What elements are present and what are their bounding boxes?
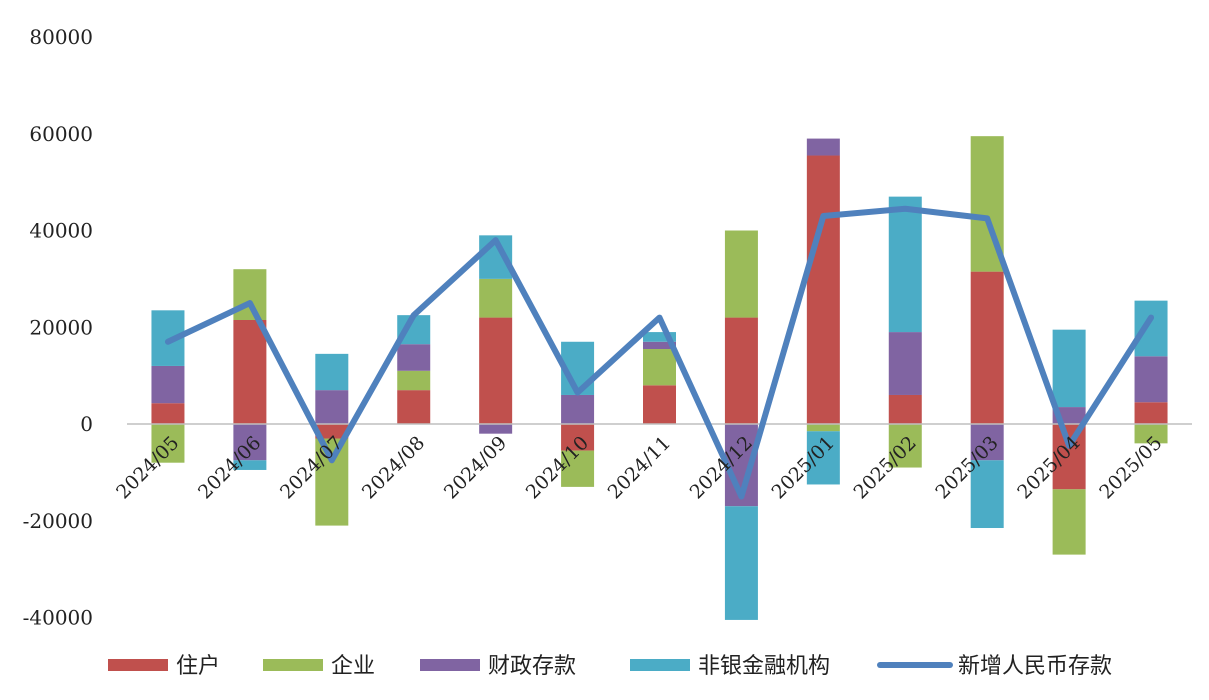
legend-label-1: 住户 [176,654,220,679]
x-tick-label: 2025/02 [849,432,920,503]
bar-1-2024/12 [725,318,758,424]
bar-2-2024/08 [397,371,430,390]
bar-3-2024/07 [315,390,348,424]
y-tick-label: 40000 [29,219,93,243]
y-tick-label: 80000 [29,25,93,49]
bar-3-2025/02 [889,332,922,395]
y-tick-label: 0 [80,412,93,436]
bar-2-2024/06 [233,269,266,320]
bar-2-2025/04 [1053,489,1086,554]
bar-2-2024/12 [725,231,758,318]
bar-1-2025/05 [1135,402,1168,424]
legend-label-2: 企业 [331,654,375,679]
legend-swatch-4 [630,659,690,671]
x-tick-label: 2024/08 [358,432,429,503]
legend-label-4: 非银金融机构 [698,654,830,679]
bar-4-2025/04 [1053,330,1086,407]
bar-3-2024/05 [151,366,184,403]
bar-2-2025/01 [807,424,840,431]
bar-4-2024/12 [725,506,758,620]
bar-1-2024/11 [643,385,676,424]
bar-1-2024/06 [233,320,266,424]
bar-3-2025/05 [1135,356,1168,402]
bar-3-2025/01 [807,139,840,156]
x-tick-label: 2025/05 [1095,432,1166,503]
legend-swatch-1 [108,659,168,671]
bars-layer [151,136,1167,620]
bar-4-2024/07 [315,354,348,390]
bar-1-2025/01 [807,156,840,424]
bar-1-2024/09 [479,318,512,424]
y-tick-label: 60000 [29,122,93,146]
bar-1-2024/08 [397,390,430,424]
legend: 住户 企业 财政存款 非银金融机构 新增人民币存款 [108,654,1112,679]
bar-1-2025/02 [889,395,922,424]
x-tick-label: 2024/05 [112,432,183,503]
x-tick-label: 2024/09 [440,432,511,503]
y-axis-ticks: 80000 60000 40000 20000 0 -20000 -40000 [23,25,93,630]
legend-swatch-2 [263,659,323,671]
legend-swatch-3 [420,659,480,671]
y-tick-label: -40000 [23,606,93,630]
legend-label-5: 新增人民币存款 [958,654,1112,679]
y-tick-label: -20000 [23,509,93,533]
bar-2-2024/09 [479,279,512,318]
bar-1-2024/05 [151,403,184,424]
bar-3-2024/08 [397,344,430,371]
y-tick-label: 20000 [29,315,93,339]
bar-3-2024/10 [561,395,594,424]
bar-1-2025/03 [971,272,1004,424]
x-tick-label: 2024/11 [604,432,675,503]
bar-2-2024/11 [643,349,676,385]
legend-label-3: 财政存款 [488,654,576,679]
bar-4-2025/02 [889,197,922,332]
bar-4-2025/05 [1135,301,1168,357]
